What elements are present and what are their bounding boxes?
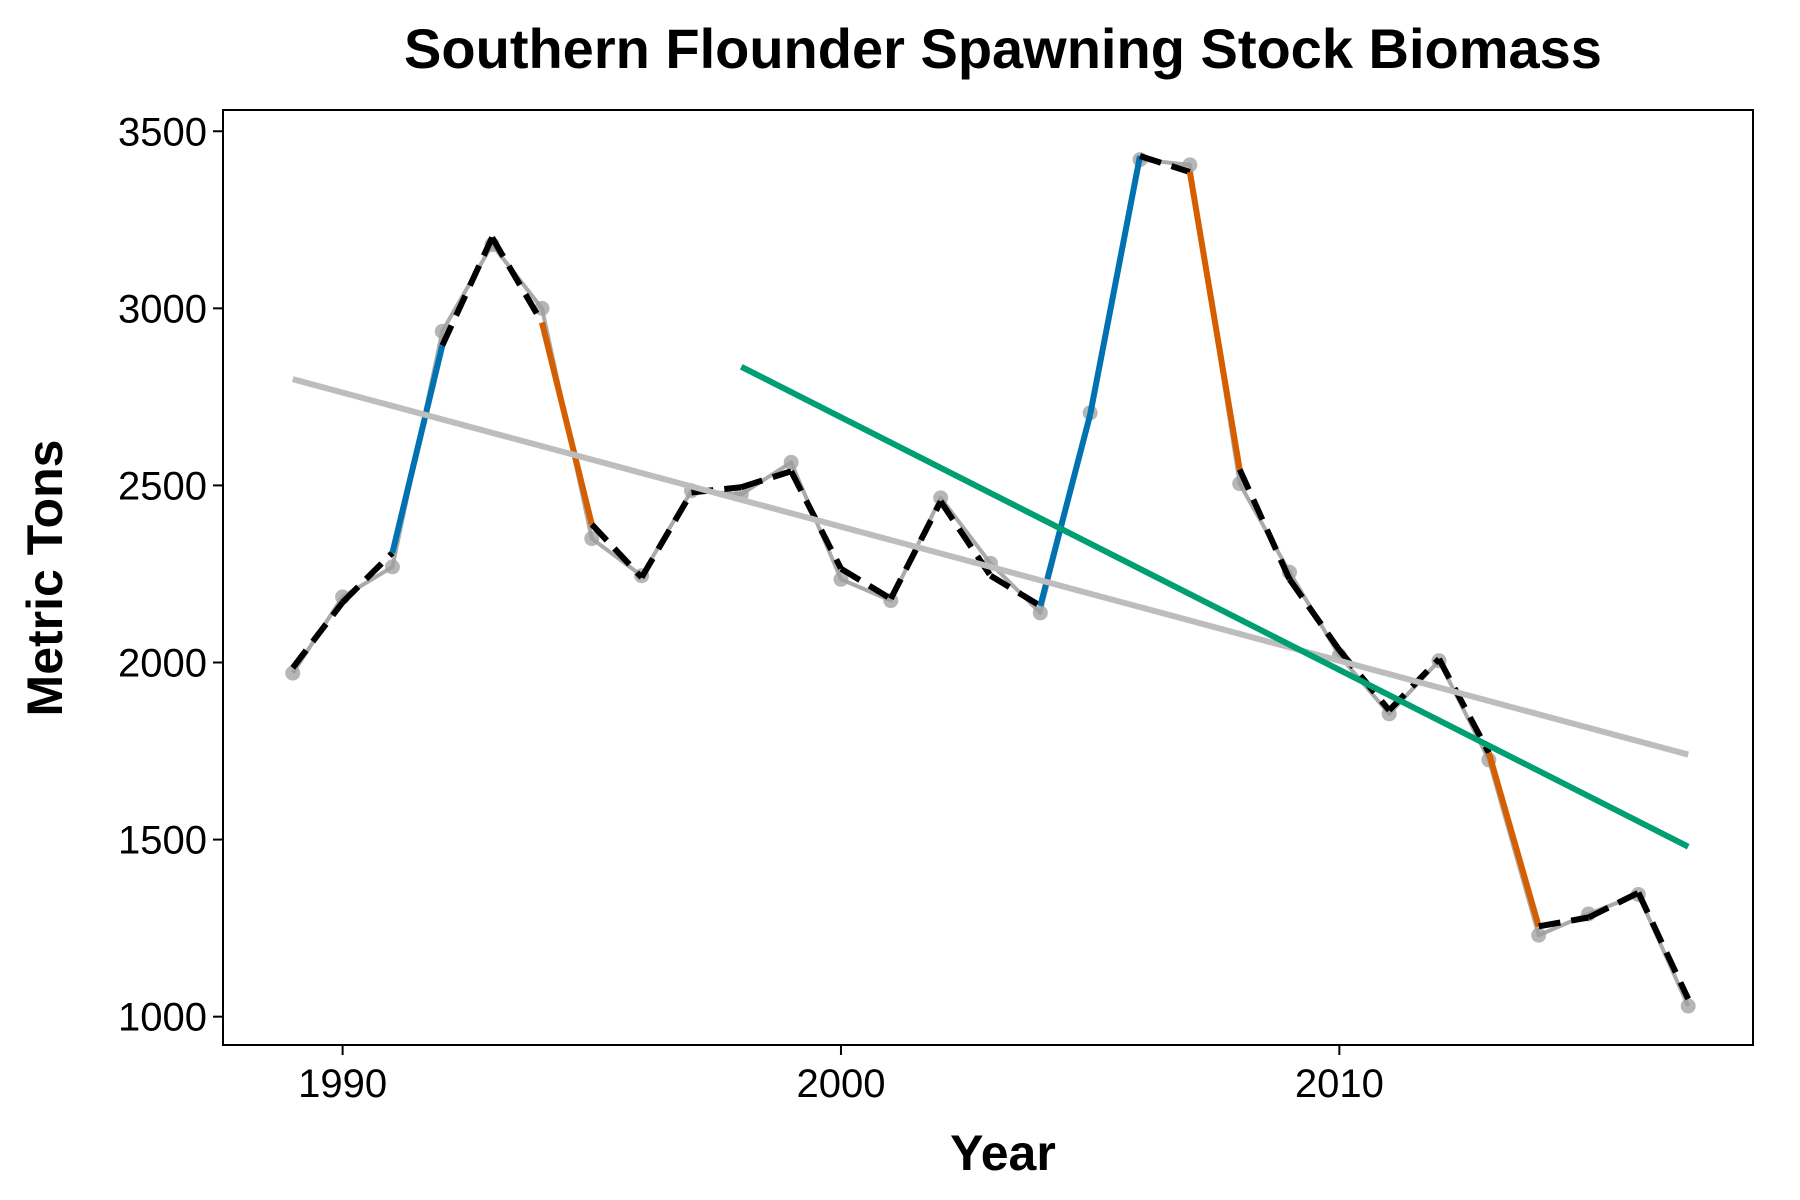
dashed-segment xyxy=(589,522,644,580)
dashed-segment xyxy=(1287,577,1342,652)
observed-line xyxy=(291,157,1691,1007)
highlighted-segment xyxy=(389,344,446,554)
dashed-segment xyxy=(988,573,1042,609)
y-tick-label: 1000 xyxy=(118,996,207,1040)
data-point xyxy=(1032,605,1048,621)
dashed-segment xyxy=(1538,914,1590,930)
dashed-segment xyxy=(1635,891,1691,1001)
dashed-segment xyxy=(1139,153,1191,175)
dashed-segment xyxy=(489,235,545,325)
chart-title: Southern Flounder Spawning Stock Biomass xyxy=(404,17,1602,80)
highlighted-segment xyxy=(1087,155,1143,416)
trend-line xyxy=(739,364,1690,850)
data-point xyxy=(1531,927,1547,943)
y-tick-label: 2500 xyxy=(118,464,207,508)
highlighted-segment xyxy=(1186,171,1243,470)
x-axis-title: Year xyxy=(950,1125,1056,1181)
x-axis: 1990 2000 2010 xyxy=(298,1045,1384,1106)
series-0 xyxy=(285,152,1696,1014)
series-1 xyxy=(290,153,1691,1001)
data-point xyxy=(285,665,301,681)
x-tick-label: 1990 xyxy=(298,1062,387,1106)
dashed-segment xyxy=(639,490,695,580)
data-point xyxy=(1680,998,1696,1014)
data-point xyxy=(783,454,799,470)
dashed-segment xyxy=(439,236,495,347)
highlighted-segment xyxy=(1485,751,1542,928)
dashed-segment xyxy=(740,468,793,491)
highlighted-segment xyxy=(1037,413,1094,607)
series-layer xyxy=(285,152,1696,1014)
dashed-segment xyxy=(290,600,345,670)
y-tick-label: 3500 xyxy=(118,110,207,154)
dashed-segment xyxy=(839,566,893,602)
trend-line xyxy=(291,376,1689,758)
y-tick-label: 1500 xyxy=(118,819,207,863)
series-3 xyxy=(739,364,1690,850)
plot-panel xyxy=(222,109,1754,1046)
y-tick-label: 2000 xyxy=(118,642,207,686)
dashed-segment xyxy=(340,550,395,605)
data-point xyxy=(833,571,849,587)
y-tick-label: 3000 xyxy=(118,287,207,331)
highlighted-segment xyxy=(539,321,595,526)
dashed-segment xyxy=(1587,890,1640,921)
data-point xyxy=(584,531,600,547)
y-axis-title: Metric Tons xyxy=(17,440,73,717)
dashed-segment xyxy=(1436,657,1492,755)
dashed-segment xyxy=(1236,468,1293,581)
series-2 xyxy=(291,376,1689,758)
x-tick-label: 2010 xyxy=(1295,1062,1384,1106)
dashed-segment xyxy=(888,499,944,601)
y-axis: 1000 1500 2000 2500 3000 3500 xyxy=(118,110,223,1040)
data-point xyxy=(384,559,400,575)
x-tick-label: 2000 xyxy=(796,1062,885,1106)
